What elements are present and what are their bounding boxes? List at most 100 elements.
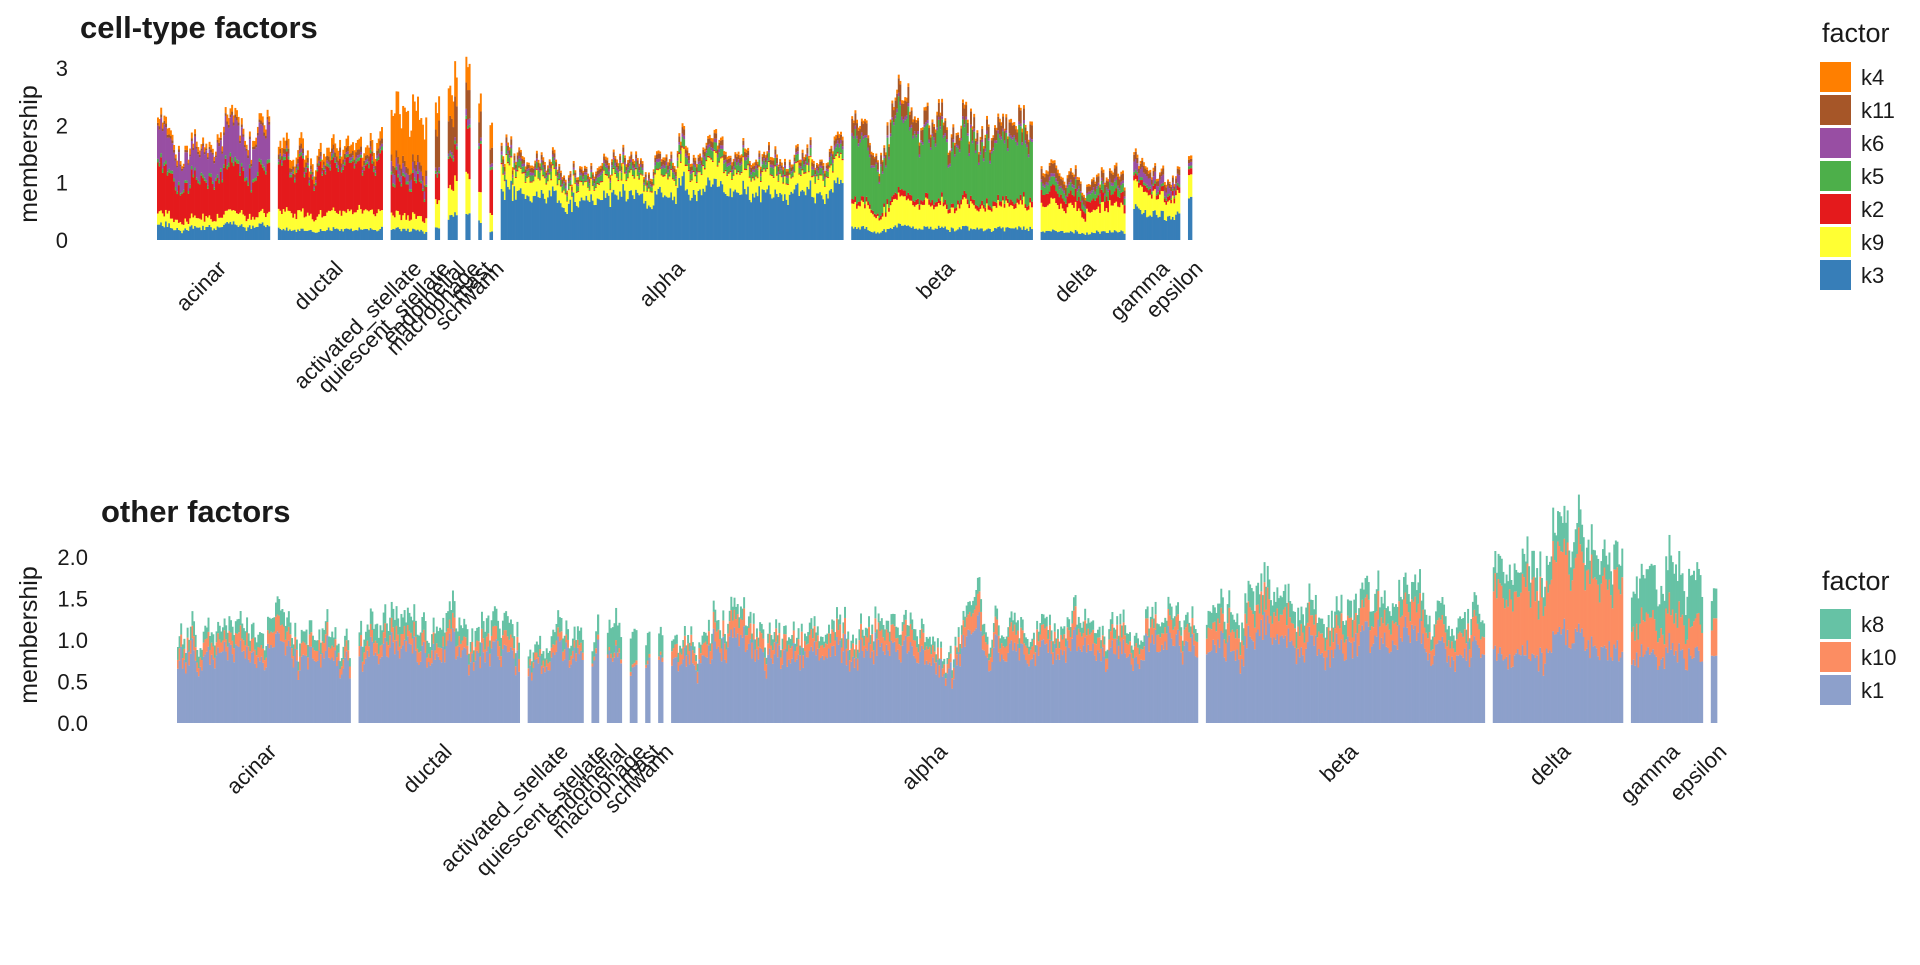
bar-k3	[298, 230, 301, 240]
bar-k9	[649, 192, 652, 208]
bar-k9	[423, 222, 426, 234]
bar-k6	[447, 153, 450, 157]
bar-k10	[552, 644, 555, 653]
bar-k5	[1003, 143, 1006, 204]
bar-k9	[310, 213, 313, 230]
bar-k11	[268, 121, 271, 125]
bar-k9	[705, 161, 708, 186]
bar-k11	[793, 157, 796, 162]
bar-k6	[907, 103, 910, 107]
bar-k10	[571, 650, 574, 659]
bar-k3	[1100, 231, 1103, 240]
bar-k4	[395, 91, 398, 151]
bar-k4	[609, 174, 612, 178]
bar-k4	[507, 142, 510, 146]
bar-k5	[752, 171, 754, 178]
bar-k2	[297, 169, 300, 211]
bar-k9	[979, 208, 982, 229]
bar-k3	[788, 194, 791, 240]
bar-k11	[575, 179, 578, 183]
bar-k8	[493, 606, 496, 626]
bar-k3	[671, 200, 674, 240]
bar-k5	[335, 164, 338, 168]
bar-k11	[596, 170, 599, 176]
bar-k9	[392, 215, 395, 229]
bar-k3	[897, 223, 900, 240]
bar-k2	[316, 171, 319, 217]
bar-k4	[1105, 177, 1108, 181]
bar-k5	[454, 140, 457, 145]
bar-k2	[1142, 185, 1145, 193]
legend-swatch-k2	[1820, 194, 1851, 224]
bar-k3	[1030, 229, 1033, 240]
bar-k10	[635, 660, 638, 665]
bar-k9	[970, 201, 972, 229]
bar-k6	[623, 162, 626, 166]
bar-k10	[581, 652, 584, 660]
bar-k5	[614, 165, 617, 173]
bar-k10	[458, 636, 461, 647]
bar-k11	[792, 166, 794, 170]
bar-k2	[345, 157, 348, 213]
bar-k6	[531, 172, 534, 176]
bar-k3	[619, 191, 622, 240]
bar-k11	[1107, 181, 1110, 189]
bar-k3	[1094, 233, 1097, 240]
bar-k1	[696, 683, 699, 723]
bar-k9	[891, 202, 894, 229]
bar-k3	[668, 197, 671, 240]
bar-k6	[809, 145, 812, 148]
bar-k8	[503, 612, 506, 631]
bar-k8	[210, 632, 213, 643]
bar-k5	[1027, 157, 1030, 206]
bar-k4	[699, 153, 702, 157]
bar-k2	[1133, 175, 1136, 181]
bar-k4	[809, 137, 812, 140]
bar-k5	[290, 174, 293, 178]
bar-k5	[198, 182, 201, 185]
bar-k9	[939, 204, 942, 228]
bar-k3	[745, 194, 748, 240]
bar-k9	[1097, 206, 1100, 232]
bar-k3	[340, 229, 343, 240]
bar-k4	[405, 111, 408, 167]
bar-k11	[708, 138, 711, 144]
bar-k4	[1014, 126, 1017, 130]
bar-k5	[390, 171, 393, 175]
bar-k2	[939, 200, 942, 205]
bar-k5	[804, 164, 807, 173]
bar-k9	[397, 210, 400, 228]
bar-k2	[322, 169, 325, 217]
bar-k3	[408, 232, 411, 240]
bar-k2	[756, 177, 759, 179]
bar-k9	[588, 190, 591, 202]
bar-k6	[743, 156, 746, 161]
bar-k4	[641, 161, 644, 164]
bar-k11	[1051, 163, 1054, 174]
bar-k3	[348, 229, 351, 240]
bar-k4	[179, 161, 182, 165]
bar-k1	[303, 655, 306, 723]
bar-k3	[587, 200, 590, 240]
bar-k3	[308, 230, 311, 240]
bar-k10	[688, 651, 691, 665]
bar-k10	[191, 625, 194, 639]
bar-k9	[558, 180, 561, 201]
bar-k10	[292, 656, 295, 668]
bar-k2	[836, 152, 839, 154]
bar-k5	[590, 172, 593, 179]
bar-k9	[415, 218, 418, 231]
bar-k6	[652, 175, 655, 179]
bar-k1	[575, 661, 578, 723]
bar-k6	[764, 162, 767, 165]
bar-k6	[292, 169, 295, 172]
bar-k3	[184, 228, 187, 240]
bar-k2	[248, 168, 251, 214]
bar-k10	[347, 650, 350, 661]
bar-k2	[918, 204, 921, 210]
bar-k11	[886, 125, 889, 136]
bar-k6	[1069, 179, 1072, 183]
bar-k11	[545, 172, 548, 176]
bar-k6	[950, 148, 953, 152]
bar-k3	[198, 227, 201, 240]
